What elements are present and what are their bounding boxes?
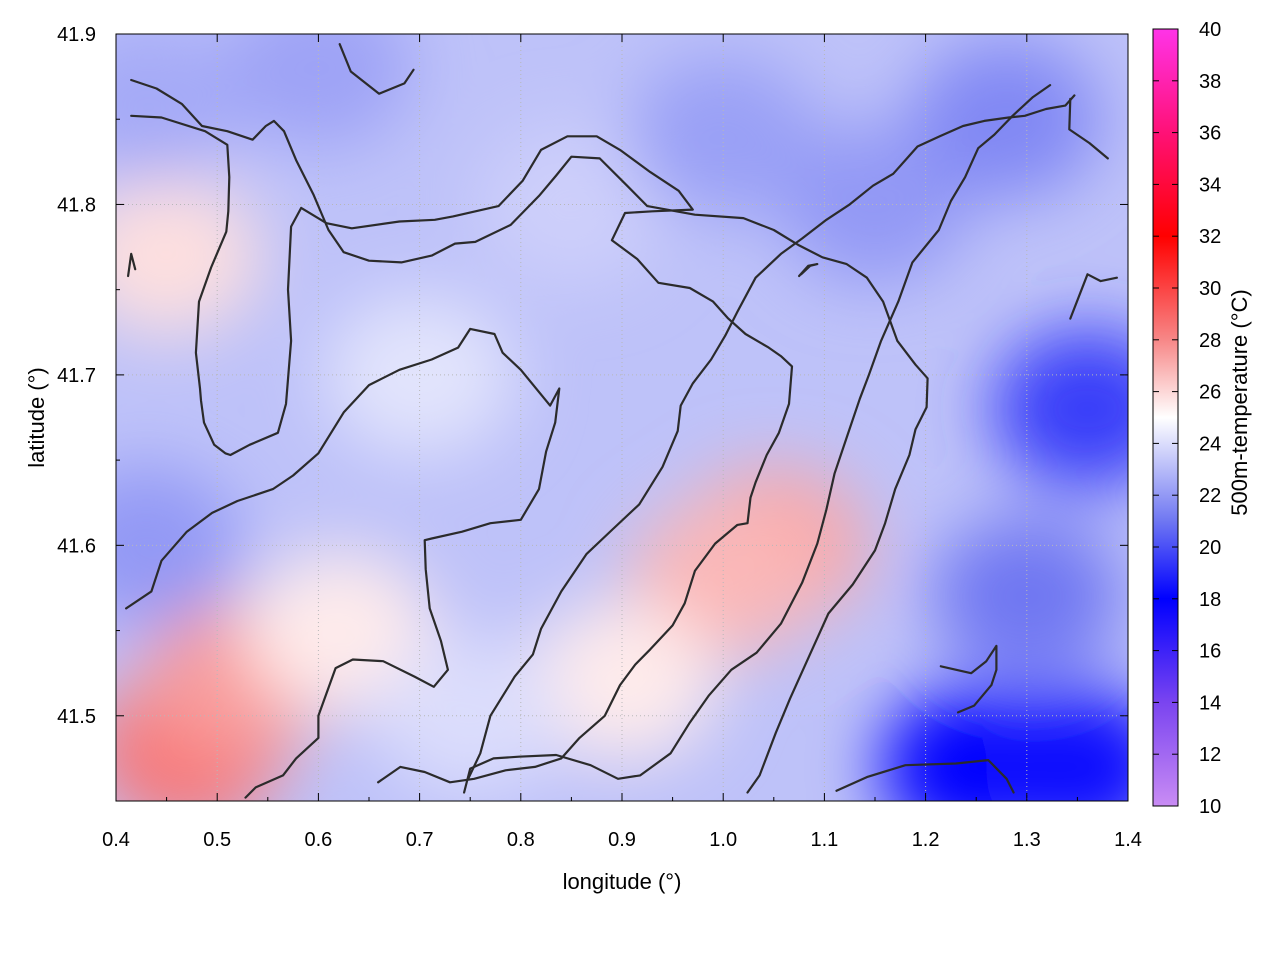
colorbar-tick-label: 10	[1199, 796, 1221, 818]
field-sample-12	[780, 124, 970, 285]
colorbar-tick-label: 28	[1199, 330, 1221, 352]
plot-area	[116, 34, 1128, 801]
colorbar-tick-label: 40	[1199, 19, 1221, 41]
field-sample-8	[116, 34, 242, 183]
grid-lines	[116, 34, 1128, 801]
colorbar-tick-label: 26	[1199, 382, 1221, 404]
colorbar-tick-label: 18	[1199, 589, 1221, 611]
colorbar: 10 12 14 16 18 20 22 24 26 28 30 32 34 36 38 40 500m-te…	[1152, 19, 1252, 818]
contour-line-8	[1068, 97, 1109, 160]
colorbar-tick-label: 16	[1199, 641, 1221, 663]
x-tick-label: 0.8	[507, 829, 535, 851]
colorbar-tick-label: 24	[1199, 433, 1221, 455]
contour-line-1	[130, 114, 794, 784]
colorbar-gradient	[1152, 28, 1179, 807]
contour-line-2	[125, 327, 561, 799]
contour-line-6	[939, 644, 998, 714]
x-tick-label: 1.4	[1114, 829, 1142, 851]
x-tick-label: 1.3	[1013, 829, 1041, 851]
field-sample-4	[116, 175, 262, 336]
contour-line-0	[130, 78, 929, 794]
y-tick-label: 41.7	[57, 365, 96, 387]
colorbar-tick-label: 20	[1199, 537, 1221, 559]
y-axis: 41.5 41.6 41.7 41.8 41.9	[57, 24, 1128, 802]
colorbar-ticks: 10 12 14 16 18 20 22 24 26 28 30 32 34 36 38 40	[1153, 19, 1221, 818]
contour-line-7	[835, 759, 1015, 794]
contour-line-5	[798, 263, 819, 278]
colorbar-tick-label: 38	[1199, 71, 1221, 93]
y-tick-label: 41.5	[57, 706, 96, 728]
colorbar-tick-label: 14	[1199, 692, 1221, 714]
x-tick-label: 0.9	[608, 829, 636, 851]
x-axis: 0.4 0.5 0.6 0.7 0.8 0.9 1.0 1.1 1.2 1.3 1.4	[102, 34, 1142, 851]
colorbar-tick-label: 12	[1199, 744, 1221, 766]
y-tick-label: 41.8	[57, 194, 96, 216]
y-tick-label: 41.6	[57, 535, 96, 557]
field-sample-9	[223, 34, 414, 149]
x-tick-label: 1.2	[912, 829, 940, 851]
colorbar-tick-label: 34	[1199, 174, 1221, 196]
contour-line-11	[338, 43, 415, 95]
y-axis-title: latitude (°)	[24, 367, 49, 468]
field-sample-14	[992, 329, 1128, 489]
colorbar-title: 500m-temperature (°C)	[1227, 289, 1252, 515]
field-sample-15	[931, 516, 1122, 677]
contour-line-9	[1069, 273, 1118, 320]
x-tick-label: 0.4	[102, 829, 130, 851]
x-tick-label: 1.0	[709, 829, 737, 851]
y-tick-label: 41.9	[57, 24, 96, 46]
contour-line-10	[127, 252, 137, 278]
colorbar-tick-label: 32	[1199, 226, 1221, 248]
x-tick-label: 1.1	[810, 829, 838, 851]
contour-line-4	[467, 94, 1076, 780]
field-sample-17	[982, 686, 1128, 801]
colorbar-tick-label: 36	[1199, 123, 1221, 145]
field-sample-5	[243, 550, 434, 711]
contour-line-3	[463, 84, 1052, 794]
field-sample-11	[628, 56, 819, 217]
x-tick-label: 0.7	[406, 829, 434, 851]
x-tick-label: 0.5	[203, 829, 231, 851]
x-tick-label: 0.6	[304, 829, 332, 851]
colorbar-tick-label: 22	[1199, 485, 1221, 507]
x-axis-title: longitude (°)	[563, 869, 682, 894]
colorbar-tick-label: 30	[1199, 278, 1221, 300]
field-sample-13	[911, 39, 1102, 200]
field-sample-7	[116, 465, 242, 626]
contour-lines	[125, 43, 1118, 799]
